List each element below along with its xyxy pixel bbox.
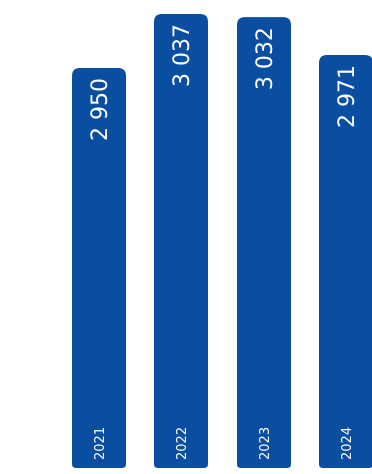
- category-label-2021: 2021: [93, 427, 108, 460]
- bar-2024: [319, 54, 372, 468]
- bar-2021: [72, 68, 126, 468]
- value-label-2022: 3 037: [170, 24, 195, 87]
- category-label-2022: 2022: [175, 427, 190, 460]
- category-label-2023: 2023: [258, 427, 273, 460]
- category-label-2024: 2024: [340, 427, 355, 460]
- bar-2023: [237, 17, 291, 468]
- value-label-2021: 2 950: [88, 78, 113, 141]
- value-label-2024: 2 971: [335, 65, 360, 128]
- value-label-2023: 3 032: [253, 27, 278, 90]
- bar-2022: [154, 14, 208, 468]
